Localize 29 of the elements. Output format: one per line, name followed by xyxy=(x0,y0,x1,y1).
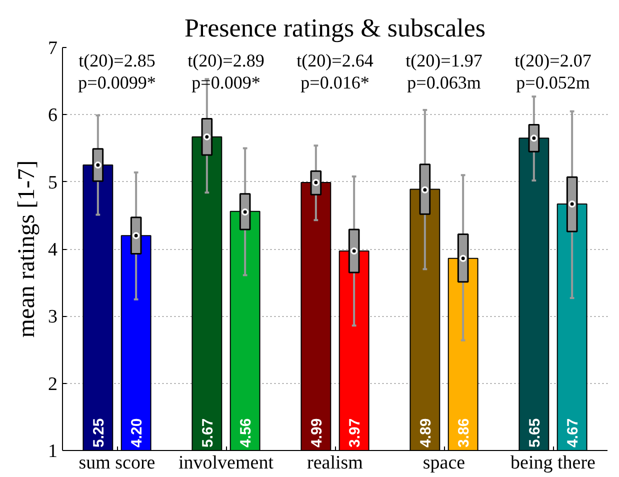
y-tick-label: 5 xyxy=(48,172,58,194)
data-label: 3.97 xyxy=(346,418,364,448)
data-label: 4.89 xyxy=(417,418,434,448)
x-tick-label: involvement xyxy=(178,452,274,474)
annotation: t(20)=1.97 p=0.063m xyxy=(406,50,482,92)
y-axis-title: mean ratings [1-7] xyxy=(14,160,40,338)
x-tick-label: sum score xyxy=(78,452,156,474)
y-tick-label: 3 xyxy=(48,306,58,328)
data-label: 3.86 xyxy=(456,418,473,448)
y-tick-label: 2 xyxy=(48,374,58,395)
x-tick-label: realism xyxy=(307,452,364,474)
data-label: 5.25 xyxy=(90,418,108,448)
y-tick-label: 4 xyxy=(48,240,58,260)
annotation: t(20)=2.89 p=0.009* xyxy=(188,50,264,92)
y-tick-label: 6 xyxy=(48,105,58,126)
data-label: 4.67 xyxy=(564,418,582,448)
data-label: 4.56 xyxy=(238,418,255,448)
x-tick-label: space xyxy=(422,452,466,474)
annotation: t(20)=2.64 p=0.016* xyxy=(296,50,374,92)
y-tick-label: 1 xyxy=(48,441,58,462)
y-tick-label: 7 xyxy=(48,38,58,59)
data-label: 4.99 xyxy=(308,418,326,448)
chart-title: Presence ratings & subscales xyxy=(184,14,486,42)
annotation: t(20)=2.07 p=0.052m xyxy=(514,50,592,92)
x-tick-label: being there xyxy=(510,452,596,474)
data-label: 5.67 xyxy=(199,418,216,448)
data-label: 5.65 xyxy=(526,418,544,448)
data-label: 4.20 xyxy=(128,418,146,448)
annotation: t(20)=2.85 p=0.0099* xyxy=(78,50,156,92)
